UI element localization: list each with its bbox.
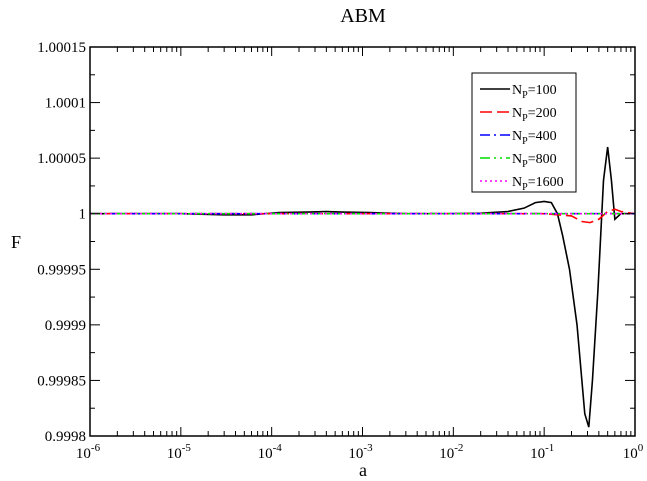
legend-label: NP=400 [512,129,557,147]
series-line-1 [90,146,635,428]
x-tick-label: 10-5 [167,442,192,462]
y-tick-label: 1 [79,207,87,223]
y-tick-label: 0.99995 [37,262,86,278]
y-tick-label: 1.00015 [37,40,86,56]
x-tick-label: 10-2 [439,442,463,462]
ticks-layer [89,46,636,437]
y-tick-label: 1.00005 [37,151,86,167]
series-line-2 [90,208,635,224]
legend-label: NP=1600 [512,175,564,193]
x-tick-label: 10-1 [530,442,554,462]
x-tick-label: 10-4 [258,442,283,462]
x-tick-label: 100 [623,442,644,462]
y-tick-label: 0.99985 [37,373,86,389]
y-tick-label: 1.0001 [45,96,86,112]
x-tick-label: 10-3 [348,442,373,462]
y-tick-label: 0.9998 [45,429,86,445]
y-axis-label: F [11,232,21,252]
chart-title: ABM [340,5,386,27]
series-layer [90,146,635,428]
legend-label: NP=200 [512,106,557,124]
legend-box [471,72,577,193]
legend-label: NP=100 [512,83,557,101]
legend: NP=100 NP=200 NP=400 NP=800 NP=1600 [471,72,577,193]
y-tick-label: 0.9999 [45,318,86,334]
legend-label: NP=800 [512,152,557,170]
x-axis-label: a [359,460,367,480]
tick-labels: 10-6 10-5 10-4 10-3 10-2 10-1 100 0.9998 0.99985… [37,40,644,462]
x-tick-label: 10-6 [76,442,101,462]
